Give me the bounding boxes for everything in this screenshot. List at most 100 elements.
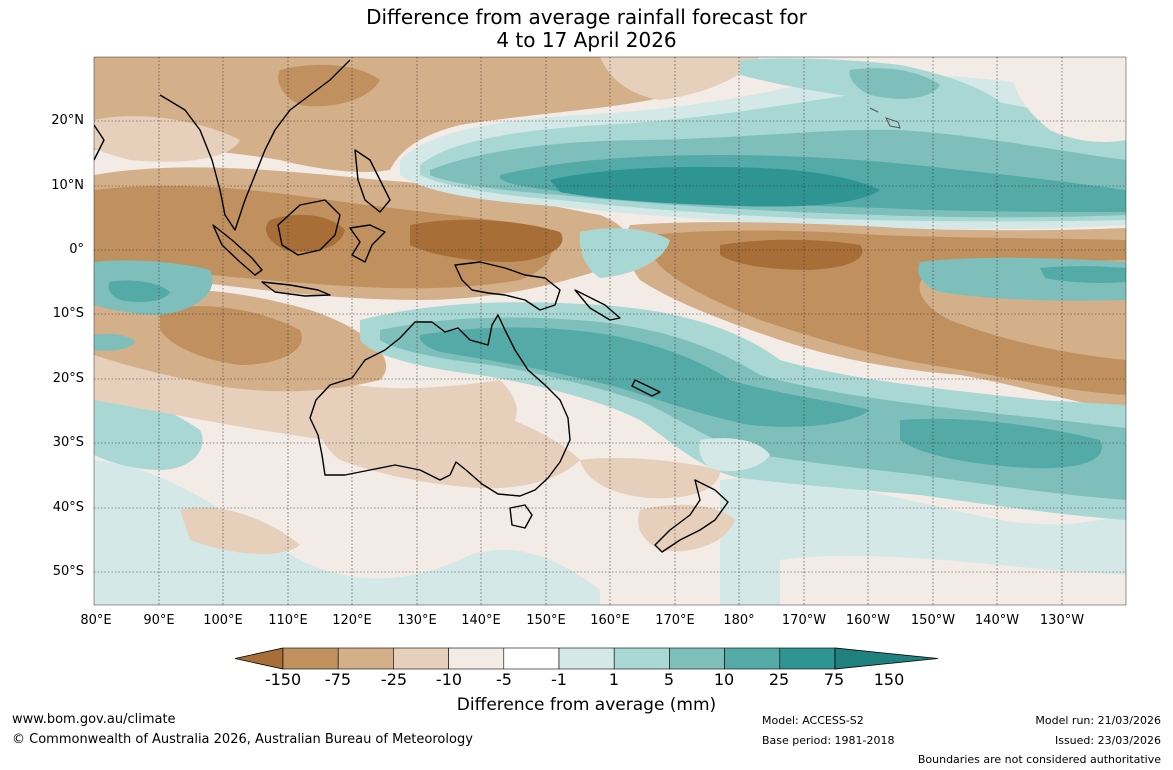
lon-label-130e: 130°E — [397, 613, 437, 628]
indian-ocean-central-dry — [160, 306, 302, 365]
colorbar-tick-label: 25 — [768, 670, 790, 689]
colorbar-tick-label: -75 — [324, 670, 352, 689]
east-asia-dry — [278, 64, 380, 107]
colorbar-tick-label: -25 — [380, 670, 408, 689]
south-pacific-southern-neutral — [780, 555, 1126, 605]
southern-ocean-wet-band — [94, 460, 600, 605]
colorbar-arrow-low — [234, 647, 284, 670]
colorbar-tick-label: 1 — [608, 670, 620, 689]
southeast-asia-light-dry — [94, 116, 240, 162]
australia-coastline — [309, 314, 571, 497]
website-link[interactable]: www.bom.gov.au/climate — [12, 712, 176, 727]
coral-sea-wet-core — [419, 327, 870, 427]
north-pacific-light-dry — [600, 57, 760, 100]
lat-label-10n: 10°N — [51, 178, 84, 193]
lat-label-equator: 0° — [69, 242, 84, 257]
lon-label-100e: 100°E — [203, 613, 243, 628]
lon-label-160w: 160°W — [845, 613, 891, 628]
lon-label-130w: 130°W — [1039, 613, 1085, 628]
north-pacific-dry-belt — [94, 57, 760, 172]
new-caledonia-coastline — [631, 379, 661, 397]
lon-label-140w: 140°W — [974, 613, 1020, 628]
colorbar-segment — [503, 647, 560, 670]
colorbar-segment — [282, 647, 339, 670]
map-field — [94, 57, 1126, 605]
lon-label-140e: 140°E — [461, 613, 501, 628]
lon-label-170w: 170°W — [781, 613, 827, 628]
colorbar-segment — [558, 647, 615, 670]
colorbar-segment — [337, 647, 394, 670]
lon-label-150w: 150°W — [910, 613, 956, 628]
colorbar-segment — [613, 647, 670, 670]
west-pacific-equatorial-wet — [579, 228, 670, 278]
tasmania-coastline — [509, 504, 533, 529]
map-title-line-2: 4 to 17 April 2026 — [496, 28, 677, 52]
lon-label-120e: 120°E — [332, 613, 372, 628]
borneo-coastline — [277, 199, 341, 256]
colorbar-tick-label: 5 — [663, 670, 675, 689]
solomon-islands-coastline — [574, 289, 621, 321]
lon-label-180: 180° — [723, 613, 755, 628]
graticule — [94, 57, 1126, 605]
hawaii-wet — [849, 68, 940, 99]
colorbar-segment — [724, 647, 781, 670]
colorbar-tick-label: 150 — [873, 670, 905, 689]
lat-label-40s: 40°S — [52, 500, 84, 515]
hawaii-islands — [869, 107, 901, 129]
sumatra-coastline — [212, 224, 263, 276]
east-pacific-equatorial-wet-core — [1040, 266, 1126, 283]
lon-label-170e: 170°E — [655, 613, 695, 628]
south-pacific-wet-core — [900, 418, 1102, 469]
lat-label-30s: 30°S — [52, 435, 84, 450]
issued-date: Issued: 23/03/2026 — [1054, 734, 1161, 747]
lat-label-50s: 50°S — [52, 564, 84, 579]
australia-interior-dry — [318, 398, 580, 489]
southern-ocean-dry-patch — [180, 507, 300, 555]
model-name: Model: ACCESS-S2 — [762, 714, 864, 727]
colorbar-tick-label: -150 — [264, 670, 302, 689]
west-indian-ocean-wet — [94, 394, 203, 470]
india-coastline — [94, 124, 105, 161]
colorbar-tick-label: 75 — [823, 670, 845, 689]
colorbar-segment — [669, 647, 725, 670]
base-period: Base period: 1981-2018 — [762, 734, 895, 747]
tasman-wet-patch — [699, 438, 770, 472]
indian-ocean-equatorial-wet-core — [108, 280, 170, 302]
lat-label-20n: 20°N — [51, 113, 84, 128]
map-title-line-1: Difference from average rainfall forecas… — [366, 5, 807, 29]
lon-label-90e: 90°E — [143, 613, 175, 628]
colorbar-tick-label: -1 — [551, 670, 567, 689]
lat-label-10s: 10°S — [52, 306, 84, 321]
colorbar-segment — [448, 647, 505, 670]
colorbar-tick-label: 10 — [713, 670, 735, 689]
equatorial-pacific-dry — [648, 230, 1126, 395]
coastlines — [94, 59, 729, 553]
maritime-continent-very-dry — [410, 219, 563, 262]
lon-label-80e: 80°E — [80, 613, 112, 628]
boundaries-disclaimer: Boundaries are not considered authoritat… — [917, 753, 1161, 766]
colorbar-tick-label: -5 — [496, 670, 512, 689]
colorbar-title: Difference from average (mm) — [456, 695, 717, 715]
borneo-very-dry — [265, 214, 345, 252]
new-zealand-dry — [638, 504, 735, 552]
model-run-date: Model run: 21/03/2026 — [1035, 714, 1161, 727]
copyright-text: © Commonwealth of Australia 2026, Austra… — [12, 732, 473, 747]
lon-label-150e: 150°E — [526, 613, 566, 628]
hawaii-neutral-patch — [1010, 67, 1126, 142]
map-frame — [93, 56, 1127, 606]
colorbar-arrow-high — [834, 647, 939, 670]
tasman-dry — [580, 458, 720, 499]
sulawesi-coastline — [349, 224, 386, 263]
north-pacific-very-wet — [550, 166, 880, 207]
philippines-coastline — [354, 149, 391, 213]
colorbar-tick-label: -10 — [435, 670, 463, 689]
equatorial-pacific-very-dry — [720, 239, 863, 270]
colorbar-segment — [779, 647, 836, 670]
java-coastline — [261, 281, 331, 297]
lon-label-160e: 160°E — [590, 613, 630, 628]
indian-ocean-wet-strip — [94, 333, 135, 351]
lon-label-110e: 110°E — [268, 613, 308, 628]
new-zealand-coastline — [654, 479, 729, 553]
indochina-coastline — [159, 59, 351, 231]
